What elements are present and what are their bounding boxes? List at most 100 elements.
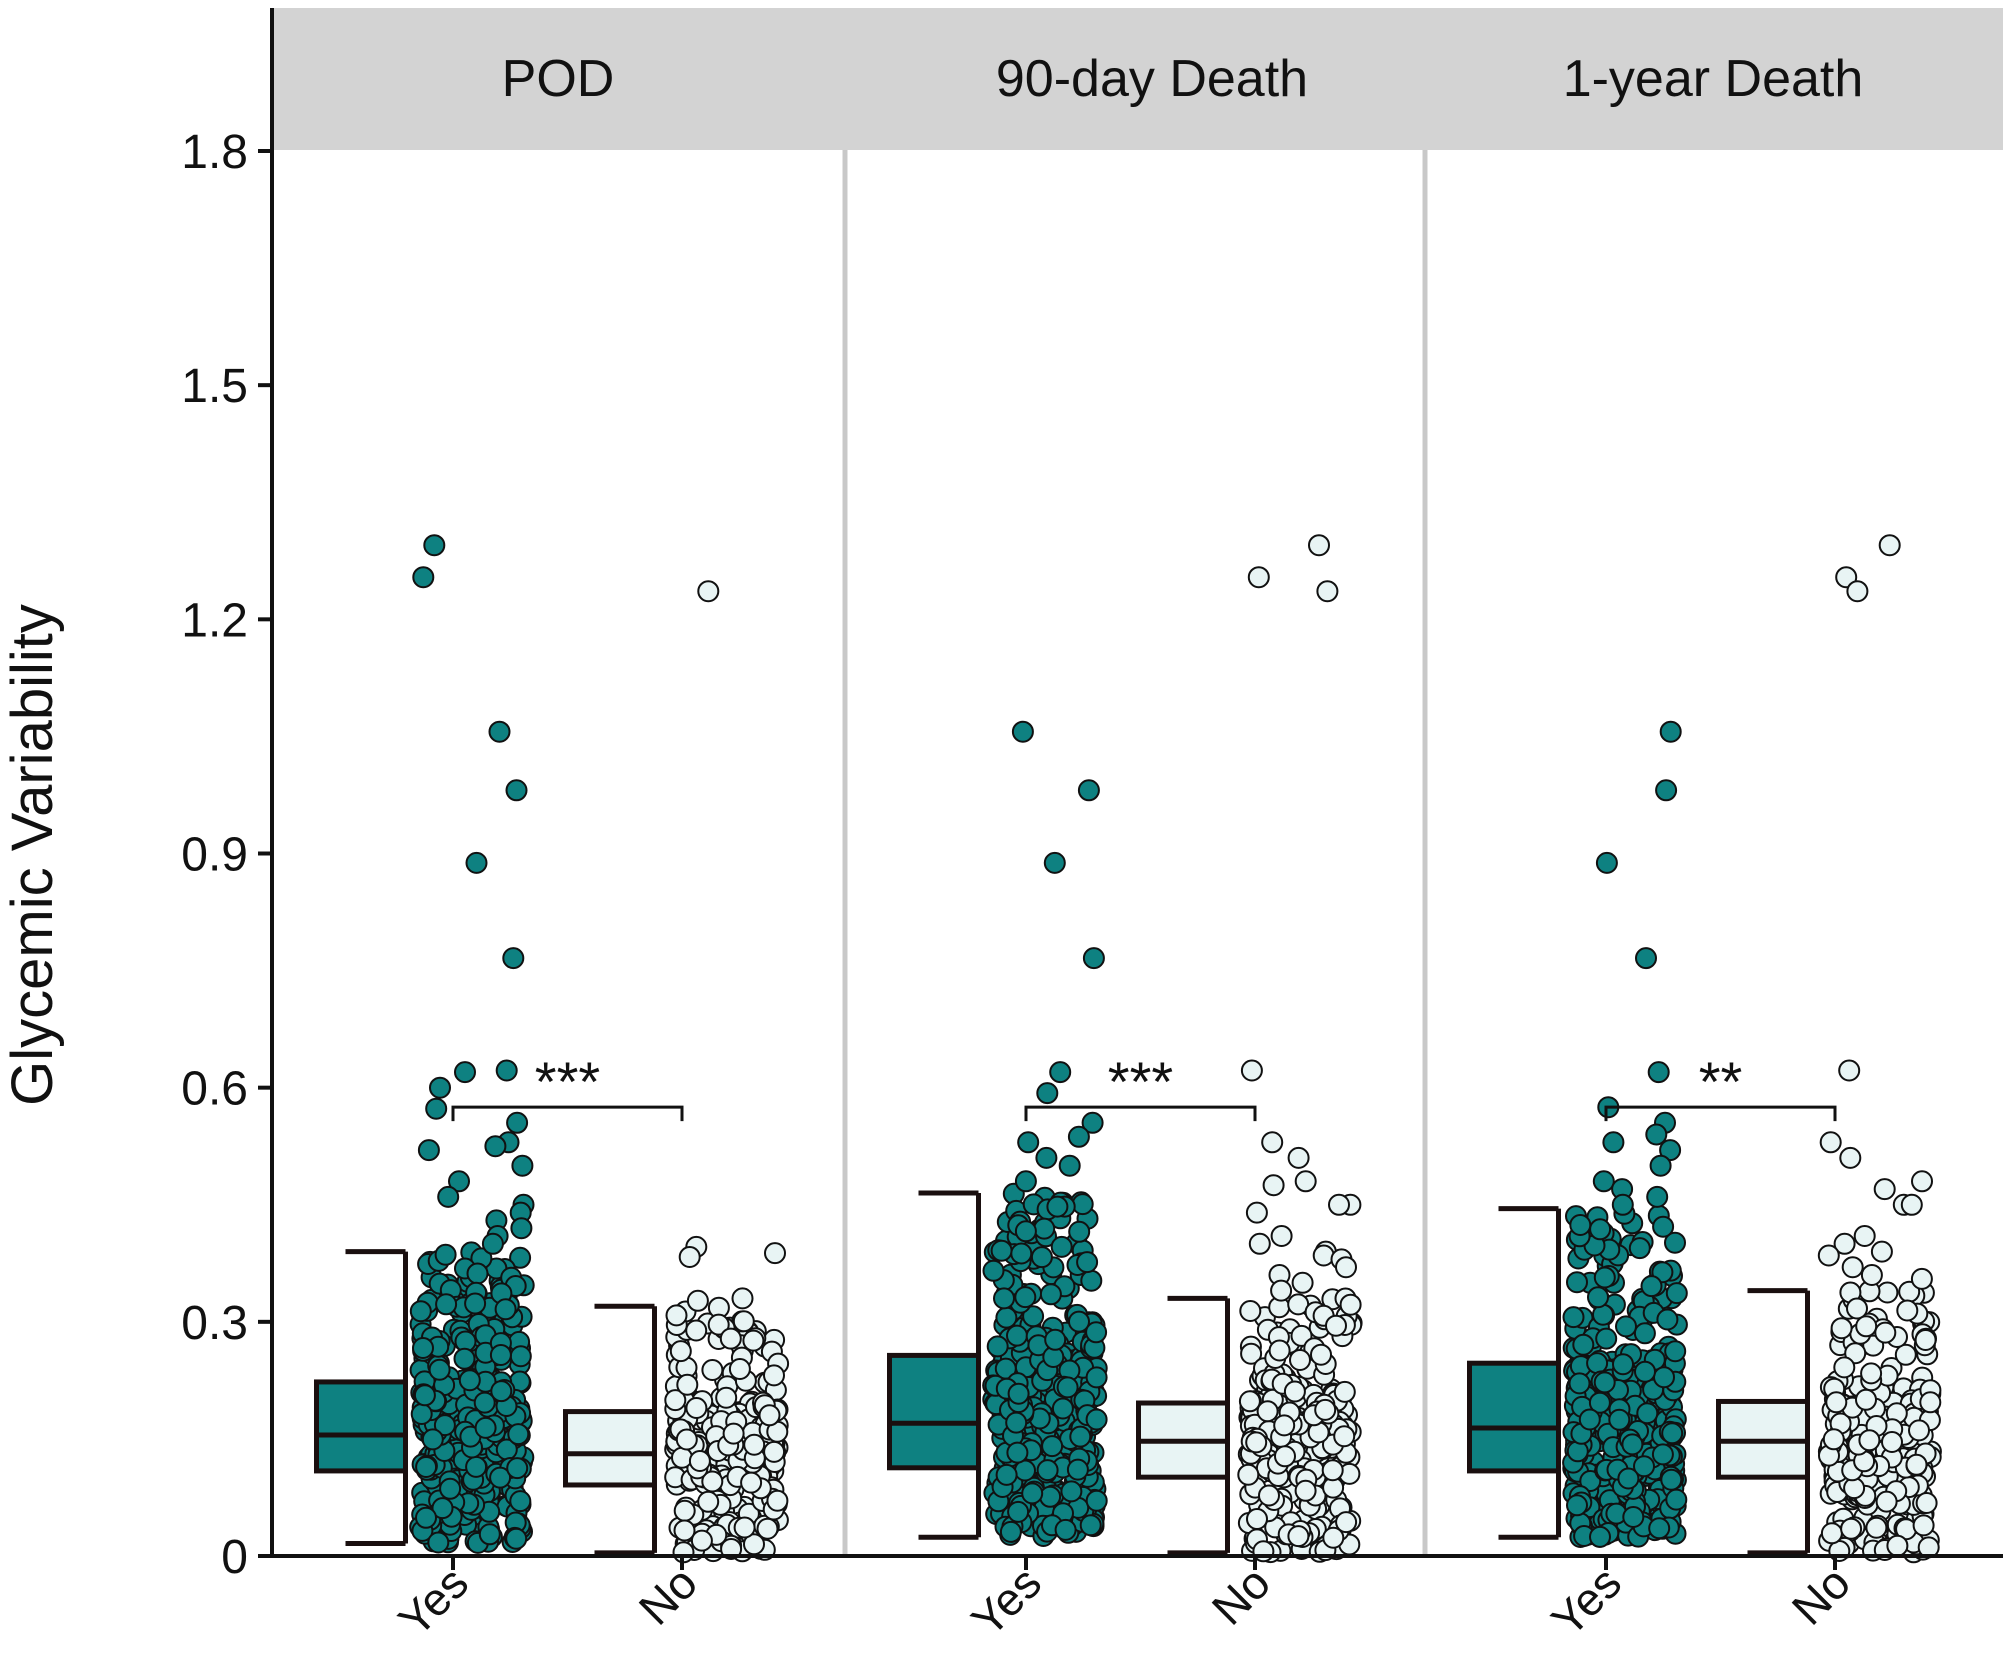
outlier-point — [1335, 1256, 1357, 1279]
y-axis-label: Glycemic Variability — [0, 604, 65, 1106]
data-point — [1036, 1459, 1059, 1482]
data-point — [763, 1364, 785, 1387]
data-point — [990, 1239, 1013, 1262]
data-point — [1268, 1339, 1291, 1362]
data-point — [1056, 1376, 1079, 1399]
data-point — [676, 1373, 699, 1396]
box — [1467, 1360, 1561, 1474]
data-point — [986, 1335, 1009, 1358]
data-point — [1914, 1329, 1937, 1351]
data-point — [1840, 1517, 1863, 1540]
data-point — [489, 1466, 512, 1489]
data-point — [1006, 1441, 1029, 1464]
outlier-point — [1659, 1139, 1682, 1162]
facet-title: 1-year Death — [1563, 50, 1864, 108]
data-point — [1069, 1425, 1092, 1448]
data-point — [1283, 1380, 1306, 1403]
group-no — [1136, 534, 1363, 1564]
outlier-point — [1240, 1059, 1263, 1082]
data-point — [1665, 1488, 1688, 1511]
data-point — [1335, 1511, 1358, 1534]
data-point — [1562, 1306, 1585, 1329]
outlier-point — [1261, 1131, 1284, 1154]
group-yes — [314, 534, 535, 1554]
significance-bracket — [1604, 1105, 1837, 1122]
y-tick-label: 1.5 — [181, 360, 248, 413]
outlier-point — [686, 1289, 709, 1312]
outlier-point — [1011, 720, 1034, 743]
outlier-point — [1602, 1131, 1625, 1154]
outlier-point — [697, 580, 720, 603]
data-point — [1239, 1300, 1262, 1322]
panel-2: *** — [887, 534, 1363, 1564]
data-point — [1021, 1482, 1044, 1505]
data-point — [1622, 1506, 1645, 1528]
outlier-point — [1316, 580, 1339, 603]
outlier-point — [1592, 1170, 1615, 1193]
outlier-point — [488, 720, 511, 743]
data-point — [1076, 1251, 1099, 1274]
data-point — [1608, 1408, 1631, 1431]
outlier-point — [1082, 947, 1105, 970]
data-point — [1588, 1391, 1611, 1414]
outlier-point — [1312, 1244, 1335, 1267]
outlier-point — [1645, 1123, 1668, 1146]
data-point — [733, 1516, 756, 1539]
data-point — [1051, 1397, 1074, 1420]
outlier-point — [1058, 1154, 1081, 1177]
data-point — [719, 1327, 742, 1350]
outlier-point — [1067, 1125, 1090, 1148]
outlier-point — [484, 1135, 507, 1158]
data-point — [409, 1300, 432, 1323]
outlier-point — [502, 947, 525, 970]
outlier-point — [1049, 1061, 1072, 1084]
significance-label: *** — [1108, 1050, 1173, 1113]
data-point — [999, 1520, 1022, 1543]
box — [563, 1409, 657, 1488]
data-point — [1636, 1402, 1659, 1425]
outlier-point — [1649, 1154, 1672, 1177]
outlier-point — [1611, 1193, 1634, 1216]
data-point — [1905, 1453, 1928, 1476]
data-point — [428, 1358, 451, 1381]
facet-title: POD — [502, 50, 615, 108]
data-point — [1894, 1343, 1917, 1366]
outlier-point — [1839, 1146, 1862, 1169]
data-point — [1014, 1286, 1037, 1309]
outlier-point — [1287, 1146, 1310, 1169]
data-point — [701, 1470, 724, 1493]
data-point — [431, 1497, 454, 1520]
outlier-point — [1817, 1244, 1840, 1267]
data-point — [1881, 1431, 1903, 1453]
data-point — [489, 1344, 512, 1366]
y-tick-label: 0.3 — [181, 1297, 248, 1350]
outlier-point — [731, 1287, 754, 1310]
data-point — [1256, 1400, 1279, 1423]
outlier-point — [1595, 851, 1618, 874]
y-tick-label: 0.6 — [181, 1063, 248, 1116]
data-point — [505, 1527, 528, 1550]
data-point — [415, 1456, 438, 1478]
outlier-point — [1247, 566, 1270, 589]
data-point — [743, 1433, 766, 1456]
data-point — [1245, 1431, 1268, 1454]
x-tick-label: Yes — [1541, 1556, 1631, 1646]
data-point — [453, 1347, 476, 1370]
data-point — [1875, 1490, 1898, 1513]
data-point — [1855, 1388, 1877, 1411]
data-point — [490, 1380, 513, 1403]
data-point — [1855, 1315, 1878, 1338]
outlier-point — [1846, 580, 1869, 603]
data-point — [1054, 1518, 1077, 1541]
data-point — [427, 1531, 450, 1554]
outlier-point — [1014, 1170, 1037, 1193]
y-axis: 0 0.3 0.6 0.9 1.2 1.5 1.8 — [181, 8, 274, 1584]
data-point — [1566, 1440, 1589, 1463]
outlier-point — [1853, 1225, 1876, 1247]
data-point — [1050, 1235, 1073, 1258]
data-point — [1079, 1514, 1102, 1537]
x-tick-label: Yes — [388, 1556, 478, 1646]
data-point — [1833, 1356, 1856, 1379]
data-point — [1085, 1489, 1108, 1512]
outlier-point — [1873, 1178, 1896, 1201]
